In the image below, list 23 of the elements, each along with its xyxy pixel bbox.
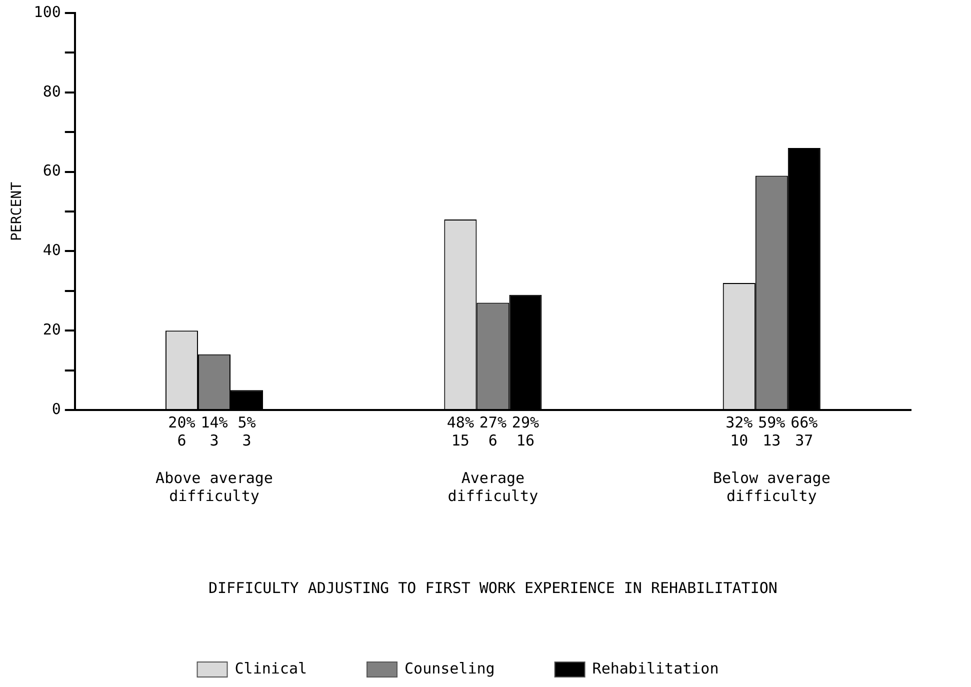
data-label: 20% 6 [168, 413, 196, 450]
y-tick-label: 60 [42, 162, 61, 180]
data-label: 48% 15 [446, 413, 474, 450]
data-label: 66% 37 [790, 413, 818, 450]
y-tick-label: 40 [42, 241, 61, 260]
y-axis-title: PERCENT [9, 181, 26, 242]
x-tick-label: Above average difficulty [156, 468, 273, 505]
data-label: 14% 3 [200, 413, 228, 450]
y-tick-label: 100 [34, 2, 61, 21]
data-label: 32% 10 [726, 413, 753, 450]
data-label: 27% 6 [479, 413, 506, 450]
legend-label: Counseling [404, 659, 495, 678]
y-tick-label: 20 [42, 320, 61, 338]
data-label: 5% 3 [238, 413, 256, 450]
data-label: 29% 16 [512, 413, 540, 450]
legend-label: Rehabilitation [592, 659, 719, 678]
y-tick-label: 0 [52, 400, 61, 418]
x-tick-label: Average difficulty [448, 468, 538, 505]
x-tick-label: Below average difficulty [712, 468, 830, 505]
data-label: 59% 13 [758, 413, 786, 450]
y-tick-label: 80 [42, 82, 61, 100]
x-axis-title: DIFFICULTY ADJUSTING TO FIRST WORK EXPERIENCE IN REHABILITATION [208, 578, 778, 597]
legend-label: Clinical [234, 659, 308, 678]
